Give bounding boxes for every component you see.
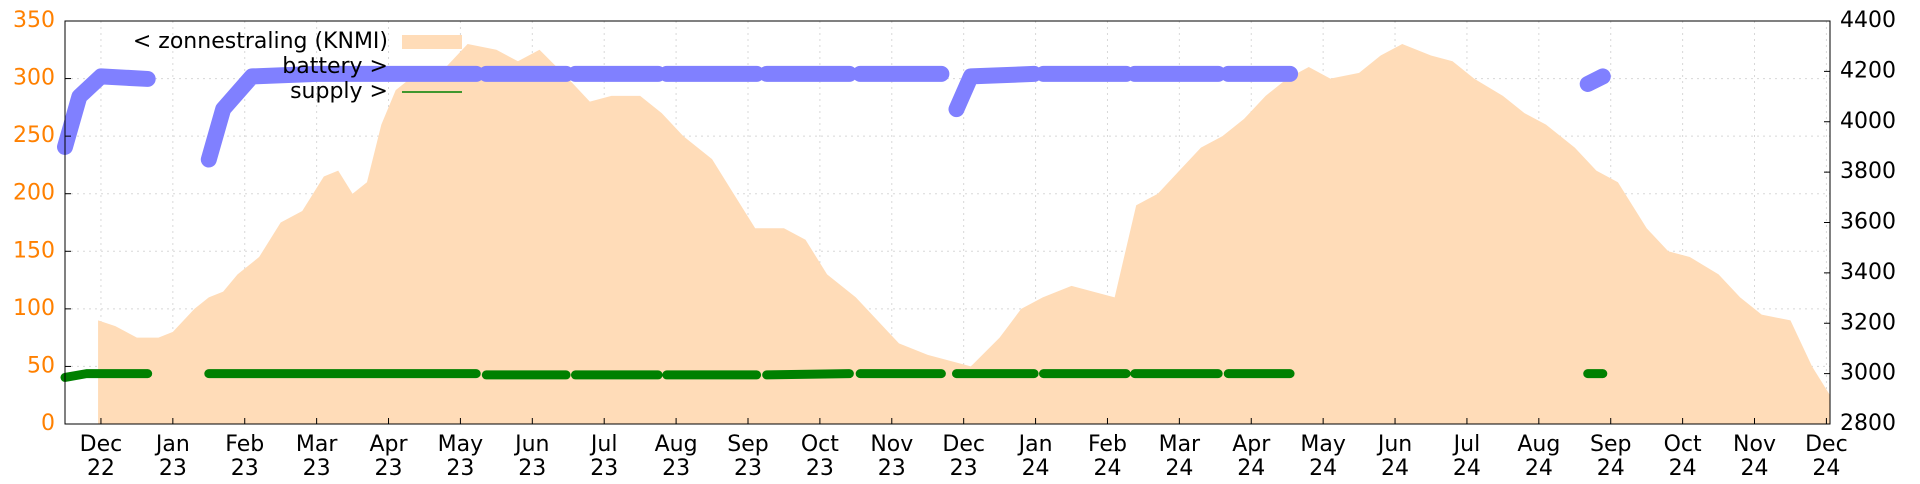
area (98, 44, 1830, 425)
y-tick-label: 100 (13, 296, 55, 321)
x-tick-year: 24 (1381, 456, 1409, 480)
y2-tick-label: 3800 (1840, 159, 1896, 184)
x-tick-label: Apr (1232, 432, 1271, 457)
y-tick-label: 350 (13, 8, 55, 33)
x-tick-label: May (1300, 432, 1345, 457)
y2-tick-label: 3400 (1840, 260, 1896, 285)
y-tick-label: 200 (13, 181, 55, 206)
y2-tick-label: 2800 (1840, 411, 1896, 436)
x-tick-label: Jul (1452, 432, 1481, 457)
x-tick-year: 24 (1669, 456, 1697, 480)
y2-tick-label: 3600 (1840, 210, 1896, 235)
y-tick-label: 300 (13, 66, 55, 91)
x-tick-label: Mar (1159, 432, 1201, 457)
y2-tick-label: 4000 (1840, 109, 1896, 134)
x-tick-label: Dec (1805, 432, 1848, 457)
x-tick-year: 24 (1237, 456, 1265, 480)
y-tick-label: 250 (13, 123, 55, 148)
x-tick-year: 23 (878, 456, 906, 480)
x-tick-year: 23 (590, 456, 618, 480)
x-tick-label: Sep (727, 432, 768, 457)
x-tick-year: 24 (1741, 456, 1769, 480)
x-tick-year: 23 (231, 456, 259, 480)
x-tick-label: Nov (870, 432, 913, 457)
x-tick-label: Dec (80, 432, 123, 457)
x-tick-label: Feb (1088, 432, 1127, 457)
x-tick-year: 24 (1309, 456, 1337, 480)
x-tick-label: May (438, 432, 483, 457)
x-tick-year: 24 (1525, 456, 1553, 480)
x-tick-label: Jan (154, 432, 190, 457)
x-tick-label: Sep (1590, 432, 1631, 457)
x-tick-label: Aug (655, 432, 698, 457)
y-tick-label: 150 (13, 238, 55, 263)
x-tick-label: Mar (296, 432, 338, 457)
x-tick-label: Jun (513, 432, 549, 457)
x-tick-label: Oct (1664, 432, 1702, 457)
legend-label: battery > (282, 54, 388, 79)
x-tick-label: Oct (801, 432, 839, 457)
x-tick-year: 23 (446, 456, 474, 480)
x-tick-label: Aug (1517, 432, 1560, 457)
x-tick-label: Nov (1733, 432, 1776, 457)
x-tick-label: Feb (225, 432, 264, 457)
legend-label: < zonnestraling (KNMI) (133, 29, 388, 54)
x-tick-year: 23 (159, 456, 187, 480)
x-tick-year: 23 (518, 456, 546, 480)
x-tick-year: 24 (1165, 456, 1193, 480)
y2-tick-label: 3200 (1840, 310, 1896, 335)
x-tick-label: Jan (1017, 432, 1053, 457)
x-tick-year: 22 (87, 456, 115, 480)
x-tick-year: 23 (662, 456, 690, 480)
legend-swatch (402, 35, 462, 49)
x-tick-year: 24 (1597, 456, 1625, 480)
x-tick-label: Apr (369, 432, 408, 457)
series-line (60, 369, 1608, 382)
x-tick-year: 23 (375, 456, 403, 480)
data-layer (57, 44, 1830, 425)
y2-tick-label: 4200 (1840, 58, 1896, 83)
x-tick-year: 24 (1022, 456, 1050, 480)
series-line (57, 65, 1611, 168)
x-tick-year: 23 (734, 456, 762, 480)
x-tick-year: 24 (1812, 456, 1840, 480)
legend-label: supply > (290, 79, 388, 104)
x-tick-year: 24 (1093, 456, 1121, 480)
x-tick-label: Dec (942, 432, 985, 457)
y2-tick-label: 3000 (1840, 361, 1896, 386)
x-tick-year: 24 (1453, 456, 1481, 480)
y-tick-label: 50 (27, 353, 55, 378)
x-tick-label: Jun (1376, 432, 1412, 457)
x-tick-label: Jul (589, 432, 618, 457)
x-tick-year: 23 (950, 456, 978, 480)
y2-tick-label: 4400 (1840, 8, 1896, 33)
x-tick-year: 23 (806, 456, 834, 480)
y-tick-label: 0 (41, 411, 55, 436)
x-tick-year: 23 (303, 456, 331, 480)
